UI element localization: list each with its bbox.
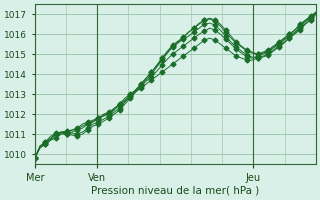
X-axis label: Pression niveau de la mer( hPa ): Pression niveau de la mer( hPa ) [91, 186, 260, 196]
